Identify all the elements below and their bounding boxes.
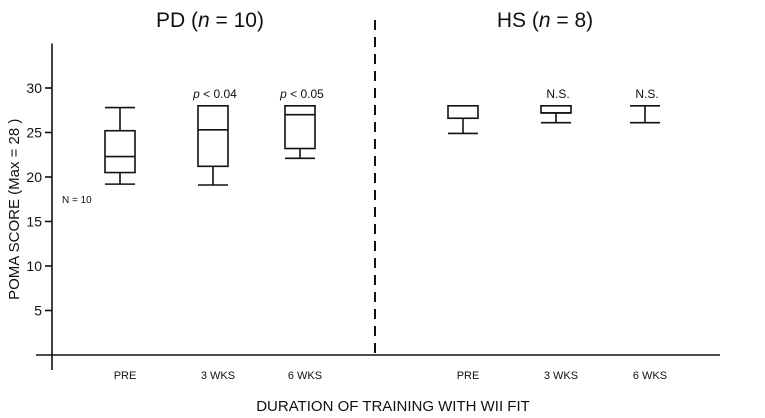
y-tick-label-10: 10 — [26, 258, 42, 274]
box-pd-pre — [104, 129, 136, 174]
panel-title-italic: n — [539, 9, 551, 32]
annotation-pd-3-wks-text: < 0.04 — [200, 87, 237, 101]
x-category-label-pd-6-wks: 6 WKS — [288, 370, 322, 382]
box-pd-6-wks — [284, 105, 316, 150]
x-category-label-hs-pre: PRE — [457, 370, 480, 382]
x-category-label-hs-6-wks: 6 WKS — [633, 370, 667, 382]
annotation-pd-6-wks: p < 0.05 — [279, 87, 324, 101]
y-tick-label-25: 25 — [26, 125, 42, 141]
panel-title-hs: HS (n = 8) — [497, 9, 593, 32]
panel-title-italic: n — [198, 9, 210, 32]
box-hs-3-wks — [540, 105, 572, 114]
annotation-hs-6-wks: N.S. — [635, 87, 658, 101]
x-axis-title: DURATION OF TRAINING WITH WII FIT — [256, 398, 530, 415]
panel-title-prefix: PD ( — [156, 9, 198, 32]
annotation-hs-6-wks-text: N.S. — [635, 87, 658, 101]
annotation-hs-3-wks-text: N.S. — [546, 87, 569, 101]
annotation-pd-3-wks: p < 0.04 — [192, 87, 237, 101]
annotation-pd-6-wks-italic: p — [279, 87, 287, 101]
x-category-label-pd-pre: PRE — [114, 370, 137, 382]
y-tick-label-5: 5 — [34, 303, 42, 319]
annotation-hs-3-wks: N.S. — [546, 87, 569, 101]
y-tick-label-20: 20 — [26, 169, 42, 185]
box-hs-pre — [447, 105, 479, 120]
panel-title-prefix: HS ( — [497, 9, 539, 32]
y-axis-title: POMA SCORE (Max = 28 ) — [6, 119, 23, 300]
annotation-pd-3-wks-italic: p — [192, 87, 200, 101]
y-tick-label-30: 30 — [26, 80, 42, 96]
x-category-label-hs-3-wks: 3 WKS — [544, 370, 578, 382]
y-tick-label-15: 15 — [26, 214, 42, 230]
panel-title-suffix: = 8) — [551, 9, 594, 32]
side-note-n: N = 10 — [62, 195, 92, 206]
panel-title-suffix: = 10) — [210, 9, 264, 32]
x-category-label-pd-3-wks: 3 WKS — [201, 370, 235, 382]
annotation-pd-6-wks-text: < 0.05 — [287, 87, 324, 101]
box-pd-3-wks — [197, 105, 229, 168]
panel-title-pd: PD (n = 10) — [156, 9, 264, 32]
